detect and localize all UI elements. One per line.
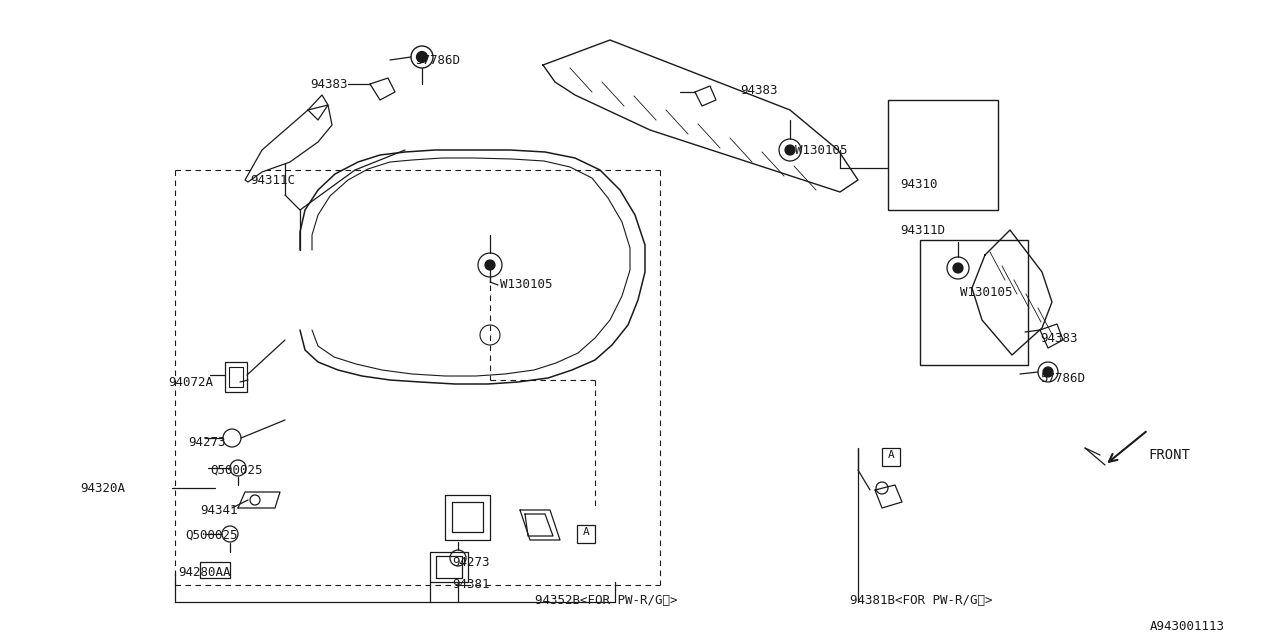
- Text: W130105: W130105: [500, 278, 553, 291]
- Text: 57786D: 57786D: [415, 54, 460, 67]
- Text: 94352B<FOR PW-R/G車>: 94352B<FOR PW-R/G車>: [535, 593, 677, 607]
- Text: 57786D: 57786D: [1039, 371, 1085, 385]
- Text: 94381B<FOR PW-R/G車>: 94381B<FOR PW-R/G車>: [850, 593, 992, 607]
- Bar: [888, 100, 998, 210]
- Text: A: A: [582, 527, 590, 537]
- Text: 94273: 94273: [188, 435, 225, 449]
- Circle shape: [416, 51, 428, 63]
- Bar: [920, 240, 1028, 365]
- Circle shape: [1043, 367, 1053, 377]
- Bar: [225, 362, 247, 392]
- Text: 94341: 94341: [200, 504, 238, 516]
- Polygon shape: [244, 105, 332, 182]
- Text: 94381: 94381: [452, 577, 489, 591]
- Circle shape: [785, 145, 795, 155]
- Text: W130105: W130105: [960, 285, 1012, 298]
- Text: FRONT: FRONT: [1148, 448, 1190, 462]
- Text: Q500025: Q500025: [186, 529, 238, 541]
- Bar: [882, 448, 900, 466]
- Text: 94311D: 94311D: [900, 223, 945, 237]
- Text: 94383: 94383: [1039, 332, 1078, 344]
- Text: Q500025: Q500025: [210, 463, 262, 477]
- Text: 94310: 94310: [900, 179, 937, 191]
- Bar: [229, 367, 243, 387]
- Text: 94311C: 94311C: [250, 173, 294, 186]
- Text: 94072A: 94072A: [168, 376, 212, 388]
- Circle shape: [954, 263, 963, 273]
- Text: A: A: [888, 450, 895, 460]
- Text: W130105: W130105: [795, 143, 847, 157]
- Text: 94280AA: 94280AA: [178, 566, 230, 579]
- Text: A943001113: A943001113: [1149, 620, 1225, 632]
- Circle shape: [485, 260, 495, 270]
- Text: 94383: 94383: [310, 79, 347, 92]
- Bar: [577, 525, 595, 543]
- Text: 94273: 94273: [452, 556, 489, 568]
- Text: 94383: 94383: [740, 83, 777, 97]
- Text: 94320A: 94320A: [79, 481, 125, 495]
